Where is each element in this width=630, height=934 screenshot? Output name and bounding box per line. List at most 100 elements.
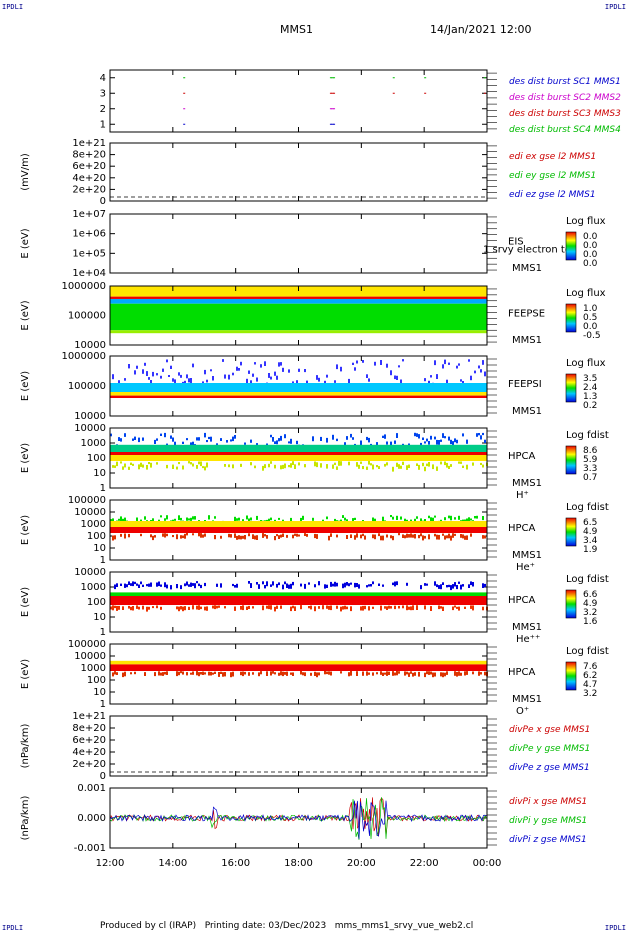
ytick-label: 8e+20	[72, 723, 106, 734]
spectrogram-cell	[124, 378, 126, 381]
ytick-label: 10	[93, 468, 106, 479]
spectrogram-cell	[418, 671, 420, 677]
spectrogram-cell	[154, 439, 156, 444]
spectrogram-cell	[316, 462, 318, 468]
y-axis-label: E (eV)	[20, 300, 31, 330]
spectrogram-cell	[448, 515, 450, 519]
spectrogram-cell	[220, 583, 222, 588]
spectrogram-cell	[346, 582, 348, 586]
colorbar-value: 0.0	[583, 250, 598, 260]
spectrogram-cell	[156, 373, 158, 376]
spectrogram-cell	[272, 437, 274, 442]
spectrogram-cell	[334, 380, 336, 383]
spectrogram-cell	[376, 465, 378, 468]
spectrogram-cell	[402, 461, 404, 465]
spectrogram-cell	[208, 671, 210, 676]
spectrogram-cell	[404, 518, 406, 523]
spectrogram-cell	[114, 605, 116, 609]
spectrogram-cell	[124, 671, 126, 677]
spectrogram-cell	[216, 605, 218, 609]
spectrogram-cell	[200, 606, 202, 610]
spectrogram-cell	[130, 462, 132, 465]
spectrogram-cell	[238, 535, 240, 540]
spectrogram-cell	[450, 464, 452, 467]
spectrogram-cell	[390, 370, 392, 376]
spectrogram-cell	[186, 581, 188, 586]
spectrogram-cell	[280, 465, 282, 470]
spectrogram-cell	[132, 463, 134, 466]
spectrogram-cell	[336, 438, 338, 442]
spectrogram-cell	[392, 671, 394, 676]
colorbar	[565, 231, 577, 261]
spectrogram-cell	[350, 534, 352, 538]
spectrogram-cell	[314, 461, 316, 467]
spectrogram-cell	[162, 533, 164, 537]
spectrogram-cell	[230, 672, 232, 678]
spectrogram-cell	[180, 606, 182, 610]
spectrogram-cell	[418, 464, 420, 470]
spectrogram-cell	[142, 437, 144, 441]
series-line-2	[109, 800, 487, 839]
spectrogram-cell	[138, 606, 140, 610]
spectrogram-band	[110, 296, 487, 299]
spectrogram-cell	[282, 367, 284, 372]
spectrogram-cell	[424, 605, 426, 610]
spectrogram-cell	[386, 671, 388, 676]
spectrogram-cell	[364, 605, 366, 610]
spectrogram-cell	[438, 605, 440, 610]
spectrogram-cell	[256, 443, 258, 446]
spectrogram-cell	[278, 517, 280, 520]
spectrogram-cell	[256, 515, 258, 520]
spectrogram-cell	[362, 360, 364, 363]
spectrogram-cell	[216, 583, 218, 587]
spectrogram-cell	[456, 585, 458, 590]
spectrogram-cell	[214, 535, 216, 540]
spectrogram-cell	[460, 534, 462, 538]
spectrogram-cell	[326, 584, 328, 588]
spectrogram-cell	[178, 606, 180, 612]
panel-frame	[109, 715, 488, 777]
spectrogram-cell	[442, 582, 444, 585]
spectrogram-cell	[436, 466, 438, 471]
spectrogram-cell	[324, 671, 326, 675]
spectrogram-cell	[270, 605, 272, 610]
spectrogram-cell	[248, 605, 250, 609]
spectrogram-cell	[182, 606, 184, 612]
spectrogram-cell	[346, 606, 348, 610]
spectrogram-cell	[166, 533, 168, 537]
colorbar-value: 3.4	[583, 536, 598, 546]
ytick-label: 1	[100, 627, 106, 638]
spectrogram-cell	[438, 534, 440, 540]
spectrogram-cell	[242, 671, 244, 677]
spectrogram-cell	[468, 359, 470, 362]
spectrogram-cell	[414, 672, 416, 676]
ytick-label: 0.001	[77, 783, 106, 794]
spectrogram-cell	[188, 378, 190, 383]
spectrogram-cell	[466, 439, 468, 444]
spectrogram-cell	[184, 533, 186, 539]
spectrogram-cell	[276, 375, 278, 380]
spectrogram-cell	[318, 581, 320, 586]
spacecraft-label: MMS1	[512, 263, 542, 274]
corner-label-tl: IPDLI	[2, 3, 24, 11]
spectrogram-cell	[446, 462, 448, 468]
spectrogram-cell	[348, 583, 350, 587]
spectrogram-cell	[356, 462, 358, 467]
spectrogram-cell	[282, 584, 284, 590]
spectrogram-cell	[374, 518, 376, 522]
spectrogram-cell	[264, 464, 266, 469]
spectrogram-cell	[304, 533, 306, 536]
ytick-label: 100	[87, 531, 106, 542]
spectrogram-cell	[148, 583, 150, 587]
spectrogram-cell	[198, 533, 200, 537]
spectrogram-cell	[398, 533, 400, 536]
spectrogram-cell	[156, 438, 158, 441]
spectrogram-cell	[234, 516, 236, 522]
spectrogram-cell	[290, 672, 292, 675]
spectrogram-cell	[240, 463, 242, 467]
spectrogram-cell	[462, 534, 464, 539]
spectrogram-cell	[306, 533, 308, 537]
spectrogram-cell	[244, 671, 246, 675]
spectrogram-cell	[272, 581, 274, 586]
spectrogram-cell	[446, 379, 448, 384]
